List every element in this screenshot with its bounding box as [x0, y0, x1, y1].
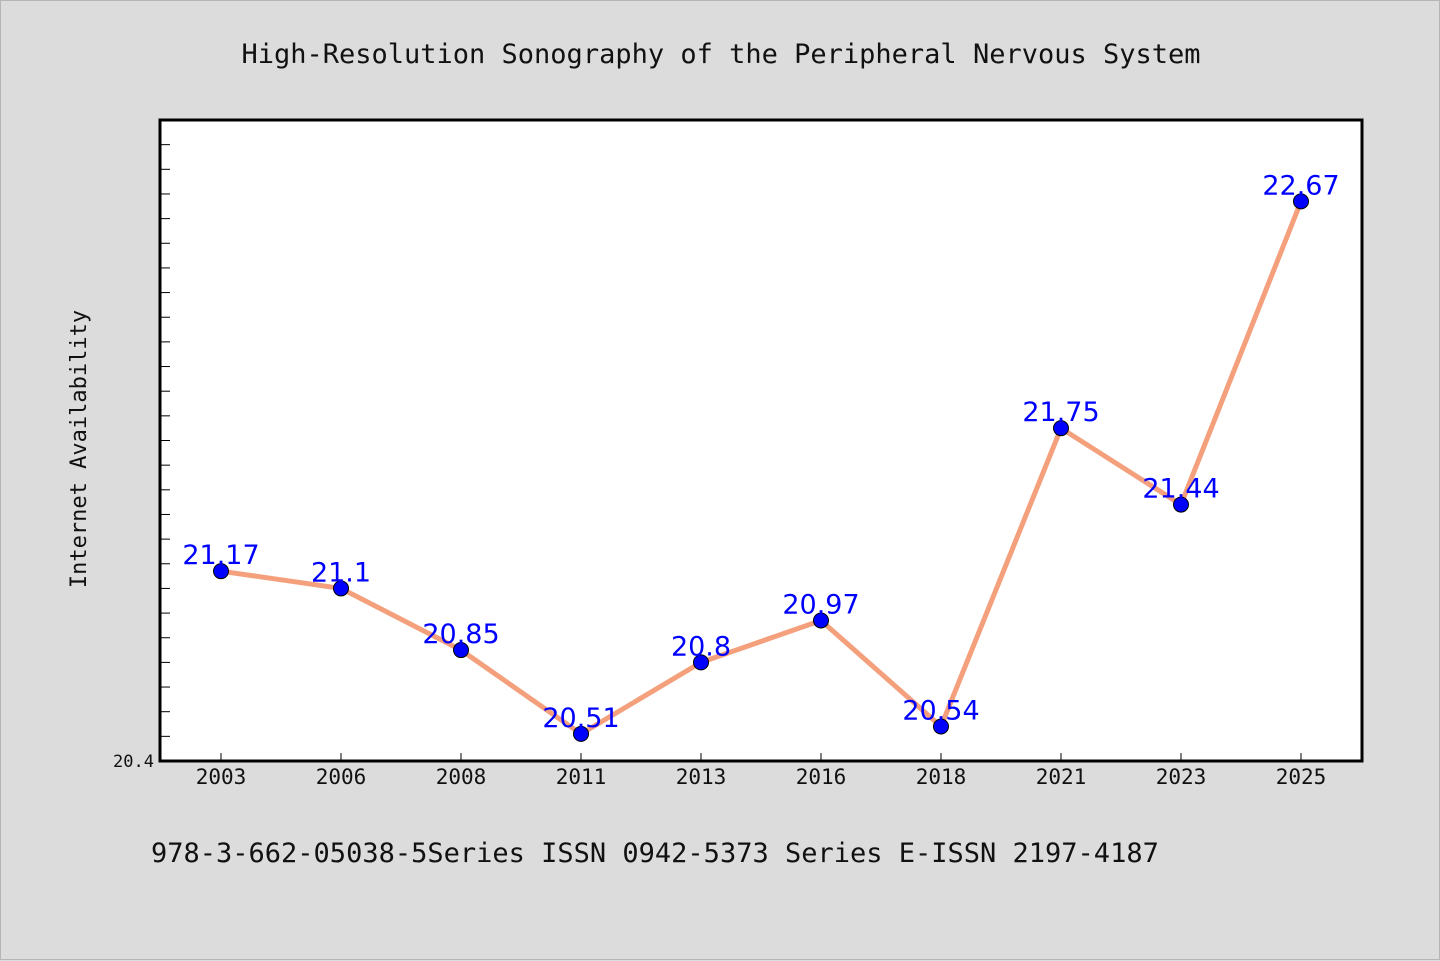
data-label: 20.51	[542, 703, 619, 734]
data-label: 20.54	[902, 695, 979, 726]
y-axis-label: Internet Availability	[67, 310, 92, 588]
series-line	[218, 198, 1304, 737]
series-group: 21.17 21.1 20.85 20.51 20.8 20.97 20.54 21.75 21…	[182, 170, 1340, 742]
data-point	[453, 642, 469, 659]
data-point	[333, 580, 349, 597]
data-point	[693, 654, 709, 671]
x-tick-label: 2006	[316, 765, 367, 789]
data-label: 20.8	[671, 631, 731, 662]
data-point	[813, 612, 829, 629]
data-point	[213, 563, 229, 580]
footer-text: 978-3-662-05038-5Series ISSN 0942-5373 S…	[151, 838, 1159, 869]
x-tick-label: 2011	[556, 765, 607, 789]
data-point	[1173, 496, 1189, 513]
data-label: 21.75	[1022, 397, 1099, 428]
data-label: 21.17	[182, 540, 259, 571]
x-tick-label: 2016	[796, 765, 847, 789]
plot-area	[158, 118, 1364, 763]
data-label: 21.44	[1142, 474, 1219, 505]
x-axis: 2003 2006 2008 2011 2013 2016 2018 2021 2023 2025	[196, 753, 1327, 789]
x-tick-label: 2021	[1036, 765, 1087, 789]
data-point	[1293, 193, 1309, 210]
data-label: 21.1	[311, 557, 371, 588]
chart-title: High-Resolution Sonography of the Periph…	[241, 39, 1200, 70]
x-tick-label: 2025	[1276, 765, 1327, 789]
data-label: 20.85	[422, 619, 499, 650]
x-tick-label: 2008	[436, 765, 487, 789]
data-point	[933, 718, 949, 735]
x-tick-label: 2003	[196, 765, 247, 789]
x-tick-label: 2018	[916, 765, 967, 789]
data-label: 20.97	[782, 589, 859, 620]
data-label: 22.67	[1262, 170, 1339, 201]
y-min-tick-label: 20.4	[113, 752, 154, 772]
x-tick-label: 2013	[676, 765, 727, 789]
y-axis-ticks	[160, 144, 170, 737]
x-tick-label: 2023	[1156, 765, 1207, 789]
data-point	[1053, 420, 1069, 437]
data-point	[573, 725, 589, 742]
